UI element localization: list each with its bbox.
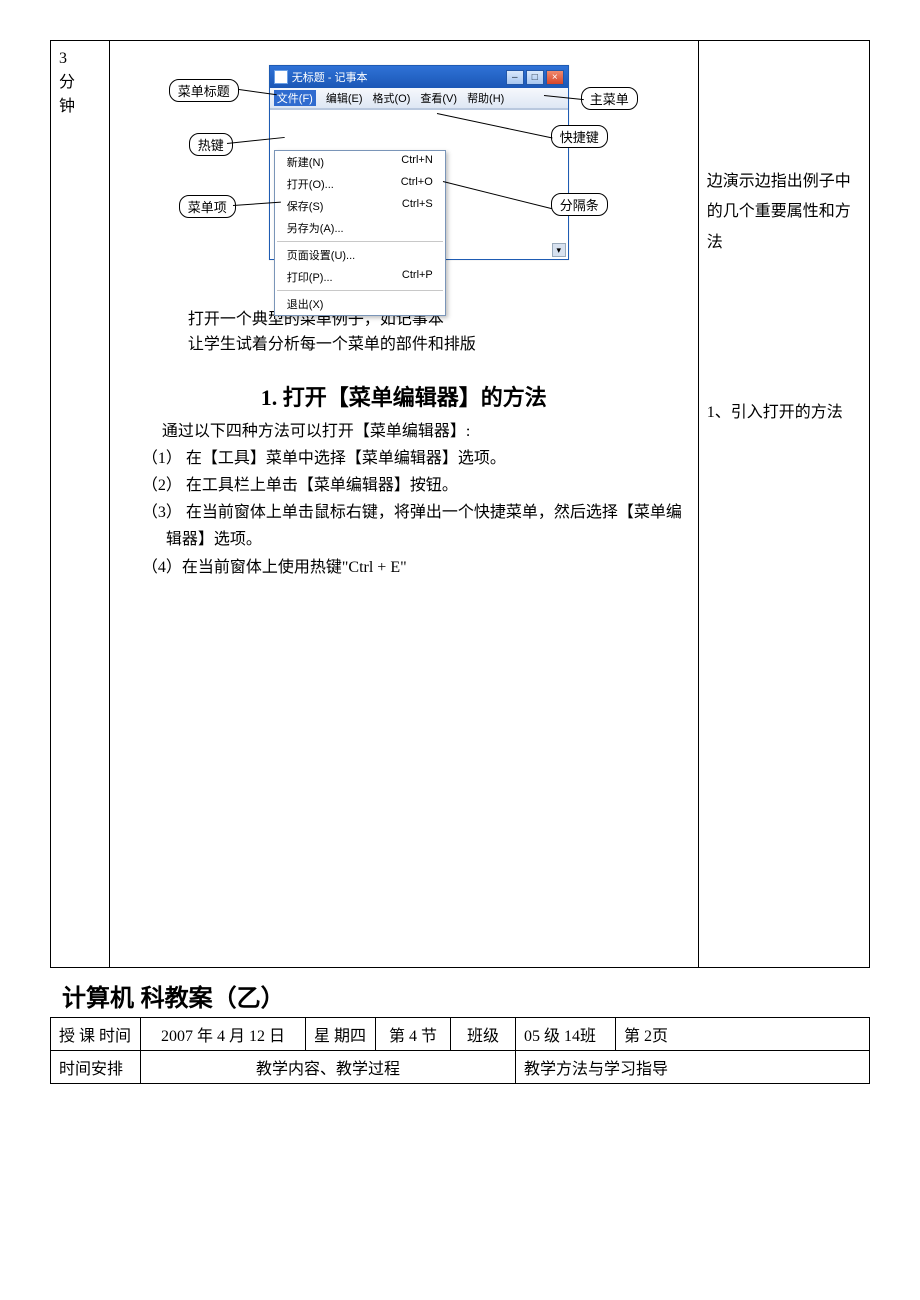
maximize-button[interactable]: □ <box>526 70 544 85</box>
menu-separator-1 <box>277 241 443 242</box>
file-dropdown: 新建(N)Ctrl+N 打开(O)...Ctrl+O 保存(S)Ctrl+S 另… <box>274 150 446 316</box>
menu-help[interactable]: 帮助(H) <box>467 90 504 106</box>
menu-edit[interactable]: 编辑(E) <box>326 90 363 106</box>
menu-new[interactable]: 新建(N)Ctrl+N <box>275 151 445 173</box>
callout-separator: 分隔条 <box>551 193 608 216</box>
value-date: 2007 年 4 月 12 日 <box>141 1017 306 1050</box>
main-layout-table: 3分钟 无标题 - 记事本 – □ × <box>50 40 870 968</box>
label-teach-time: 授 课 时间 <box>51 1017 141 1050</box>
callout-hotkey: 热键 <box>189 133 233 156</box>
menu-open[interactable]: 打开(O)...Ctrl+O <box>275 173 445 195</box>
method-3: （3） 在当前窗体上单击鼠标右键，将弹出一个快捷菜单，然后选择【菜单编辑器】选项… <box>142 499 690 553</box>
callout-shortcut: 快捷键 <box>551 125 608 148</box>
notes-cell: 边演示边指出例子中的几个重要属性和方法 1、引入打开的方法 <box>698 41 869 968</box>
menu-view[interactable]: 查看(V) <box>420 90 457 106</box>
menubar: 文件(F) 编辑(E) 格式(O) 查看(V) 帮助(H) <box>270 88 568 109</box>
value-period: 第 4 节 <box>376 1017 451 1050</box>
spacer <box>118 581 690 961</box>
document-title: 计算机 科教案（乙） <box>62 978 870 1013</box>
method-1: （1） 在【工具】菜单中选择【菜单编辑器】选项。 <box>142 445 690 472</box>
titlebar: 无标题 - 记事本 – □ × <box>270 66 568 88</box>
label-method-guide: 教学方法与学习指导 <box>516 1050 870 1083</box>
menu-exit[interactable]: 退出(X) <box>275 293 445 315</box>
section-intro: 通过以下四种方法可以打开【菜单编辑器】: <box>162 418 690 445</box>
scroll-down-icon[interactable]: ▾ <box>552 243 566 257</box>
menu-file[interactable]: 文件(F) <box>274 90 316 106</box>
desc-line-2: 让学生试着分析每一个菜单的部件和排版 <box>188 333 690 358</box>
notepad-window: 无标题 - 记事本 – □ × 文件(F) 编辑(E) 格式(O) 查看(V) <box>269 65 569 260</box>
section-heading: 1. 打开【菜单编辑器】的方法 <box>118 380 690 412</box>
callout-menubar-title: 菜单标题 <box>169 79 239 102</box>
value-class: 05 级 14班 <box>516 1017 616 1050</box>
label-class: 班级 <box>451 1017 516 1050</box>
value-weekday: 星 期四 <box>306 1017 376 1050</box>
menu-saveas[interactable]: 另存为(A)... <box>275 217 445 239</box>
notepad-icon <box>274 70 288 84</box>
label-content-process: 教学内容、教学过程 <box>141 1050 516 1083</box>
notepad-diagram: 无标题 - 记事本 – □ × 文件(F) 编辑(E) 格式(O) 查看(V) <box>169 53 639 288</box>
menu-pagesetup[interactable]: 页面设置(U)... <box>275 244 445 266</box>
method-4: （4）在当前窗体上使用热键"Ctrl + E" <box>142 554 690 581</box>
window-title: 无标题 - 记事本 <box>292 69 368 85</box>
content-cell: 无标题 - 记事本 – □ × 文件(F) 编辑(E) 格式(O) 查看(V) <box>109 41 698 968</box>
close-button[interactable]: × <box>546 70 564 85</box>
callout-menu-item: 菜单项 <box>179 195 236 218</box>
time-cell: 3分钟 <box>51 41 110 968</box>
label-time-arrange: 时间安排 <box>51 1050 141 1083</box>
menu-save[interactable]: 保存(S)Ctrl+S <box>275 195 445 217</box>
minimize-button[interactable]: – <box>506 70 524 85</box>
callout-main-menu: 主菜单 <box>581 87 638 110</box>
value-page: 第 2页 <box>616 1017 870 1050</box>
note-1: 边演示边指出例子中的几个重要属性和方法 <box>707 167 861 258</box>
menu-format[interactable]: 格式(O) <box>373 90 411 106</box>
time-text: 3分钟 <box>59 47 101 119</box>
menu-print[interactable]: 打印(P)...Ctrl+P <box>275 266 445 288</box>
bottom-info-table: 授 课 时间 2007 年 4 月 12 日 星 期四 第 4 节 班级 05 … <box>50 1017 870 1084</box>
menu-separator-2 <box>277 290 443 291</box>
info-row-2: 时间安排 教学内容、教学过程 教学方法与学习指导 <box>51 1050 870 1083</box>
method-2: （2） 在工具栏上单击【菜单编辑器】按钮。 <box>142 472 690 499</box>
note-2: 1、引入打开的方法 <box>707 398 861 428</box>
info-row-1: 授 课 时间 2007 年 4 月 12 日 星 期四 第 4 节 班级 05 … <box>51 1017 870 1050</box>
